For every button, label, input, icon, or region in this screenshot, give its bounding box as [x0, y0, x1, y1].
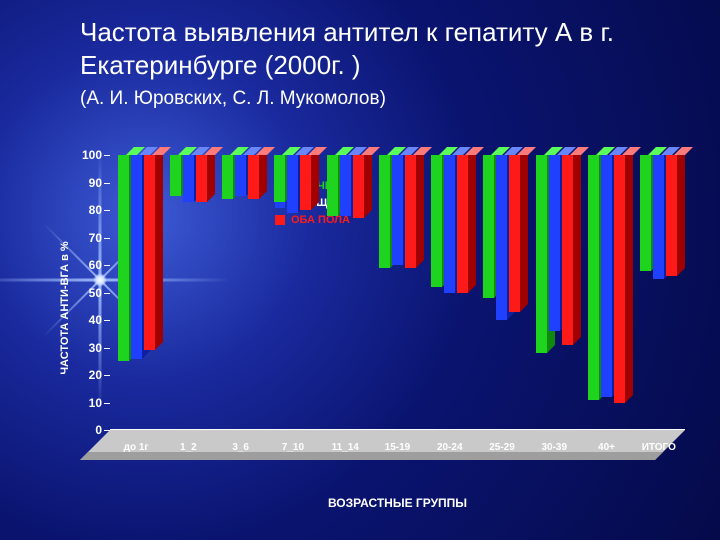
- bar: [248, 155, 259, 199]
- bar-group: ИТОГО: [633, 155, 685, 430]
- bar-group: 11_14: [319, 155, 371, 430]
- bar-groups: до 1г1_23_67_1011_1415-1920-2425-2930-39…: [110, 155, 685, 430]
- bar-group: 3_6: [215, 155, 267, 430]
- category-label: до 1г: [110, 442, 162, 453]
- bar: [235, 155, 246, 196]
- bar: [118, 155, 129, 361]
- category-label: 30-39: [528, 442, 580, 453]
- bar-group: 15-19: [371, 155, 423, 430]
- category-label: 40+: [580, 442, 632, 453]
- y-tick-label: 10: [89, 396, 102, 410]
- bar: [353, 155, 364, 218]
- bar: [222, 155, 233, 199]
- category-label: 1_2: [162, 442, 214, 453]
- bar: [274, 155, 285, 202]
- category-label: 11_14: [319, 442, 371, 453]
- bar: [549, 155, 560, 331]
- bar: [300, 155, 311, 210]
- y-tick-label: 100: [82, 148, 102, 162]
- bar: [131, 155, 142, 359]
- bar: [196, 155, 207, 202]
- bar: [183, 155, 194, 202]
- bar-group: 1_2: [162, 155, 214, 430]
- bar: [509, 155, 520, 312]
- bar-group: 7_10: [267, 155, 319, 430]
- category-label: 25-29: [476, 442, 528, 453]
- y-tick-label: 70: [89, 231, 102, 245]
- y-tick-label: 80: [89, 203, 102, 217]
- bar: [144, 155, 155, 350]
- y-tick-label: 60: [89, 258, 102, 272]
- y-tick-label: 20: [89, 368, 102, 382]
- y-tick-label: 0: [95, 423, 102, 437]
- y-tick-label: 40: [89, 313, 102, 327]
- bar: [457, 155, 468, 293]
- bar: [287, 155, 298, 213]
- bar: [379, 155, 390, 268]
- category-label: 20-24: [424, 442, 476, 453]
- y-tick-label: 30: [89, 341, 102, 355]
- bar: [666, 155, 677, 276]
- bar: [483, 155, 494, 298]
- category-label: 15-19: [371, 442, 423, 453]
- bar-group: 20-24: [424, 155, 476, 430]
- bar: [496, 155, 507, 320]
- bar: [536, 155, 547, 353]
- bar: [405, 155, 416, 268]
- y-tick-label: 90: [89, 176, 102, 190]
- bar: [444, 155, 455, 293]
- bar: [431, 155, 442, 287]
- bar: [562, 155, 573, 345]
- bar: [640, 155, 651, 271]
- category-label: 7_10: [267, 442, 319, 453]
- x-axis-label: ВОЗРАСТНЫЕ ГРУППЫ: [110, 496, 685, 510]
- bar-group: до 1г: [110, 155, 162, 430]
- bar-group: 30-39: [528, 155, 580, 430]
- y-tick-label: 50: [89, 286, 102, 300]
- bar: [601, 155, 612, 397]
- bar: [170, 155, 181, 196]
- page-subtitle: (А. И. Юровских, С. Л. Мукомолов): [80, 88, 386, 110]
- category-label: 3_6: [215, 442, 267, 453]
- y-axis-label: ЧАСТОТА АНТИ-ВГА в %: [59, 241, 71, 374]
- bar-group: 40+: [580, 155, 632, 430]
- bar: [340, 155, 351, 216]
- bar: [327, 155, 338, 216]
- bar: [588, 155, 599, 400]
- category-label: ИТОГО: [633, 442, 685, 453]
- bar: [392, 155, 403, 265]
- bar: [614, 155, 625, 403]
- bar: [653, 155, 664, 279]
- bar-group: 25-29: [476, 155, 528, 430]
- page-title: Частота выявления антител к гепатиту А в…: [80, 16, 690, 81]
- chart-area: ЧАСТОТА АНТИ-ВГА в % 0102030405060708090…: [110, 155, 685, 460]
